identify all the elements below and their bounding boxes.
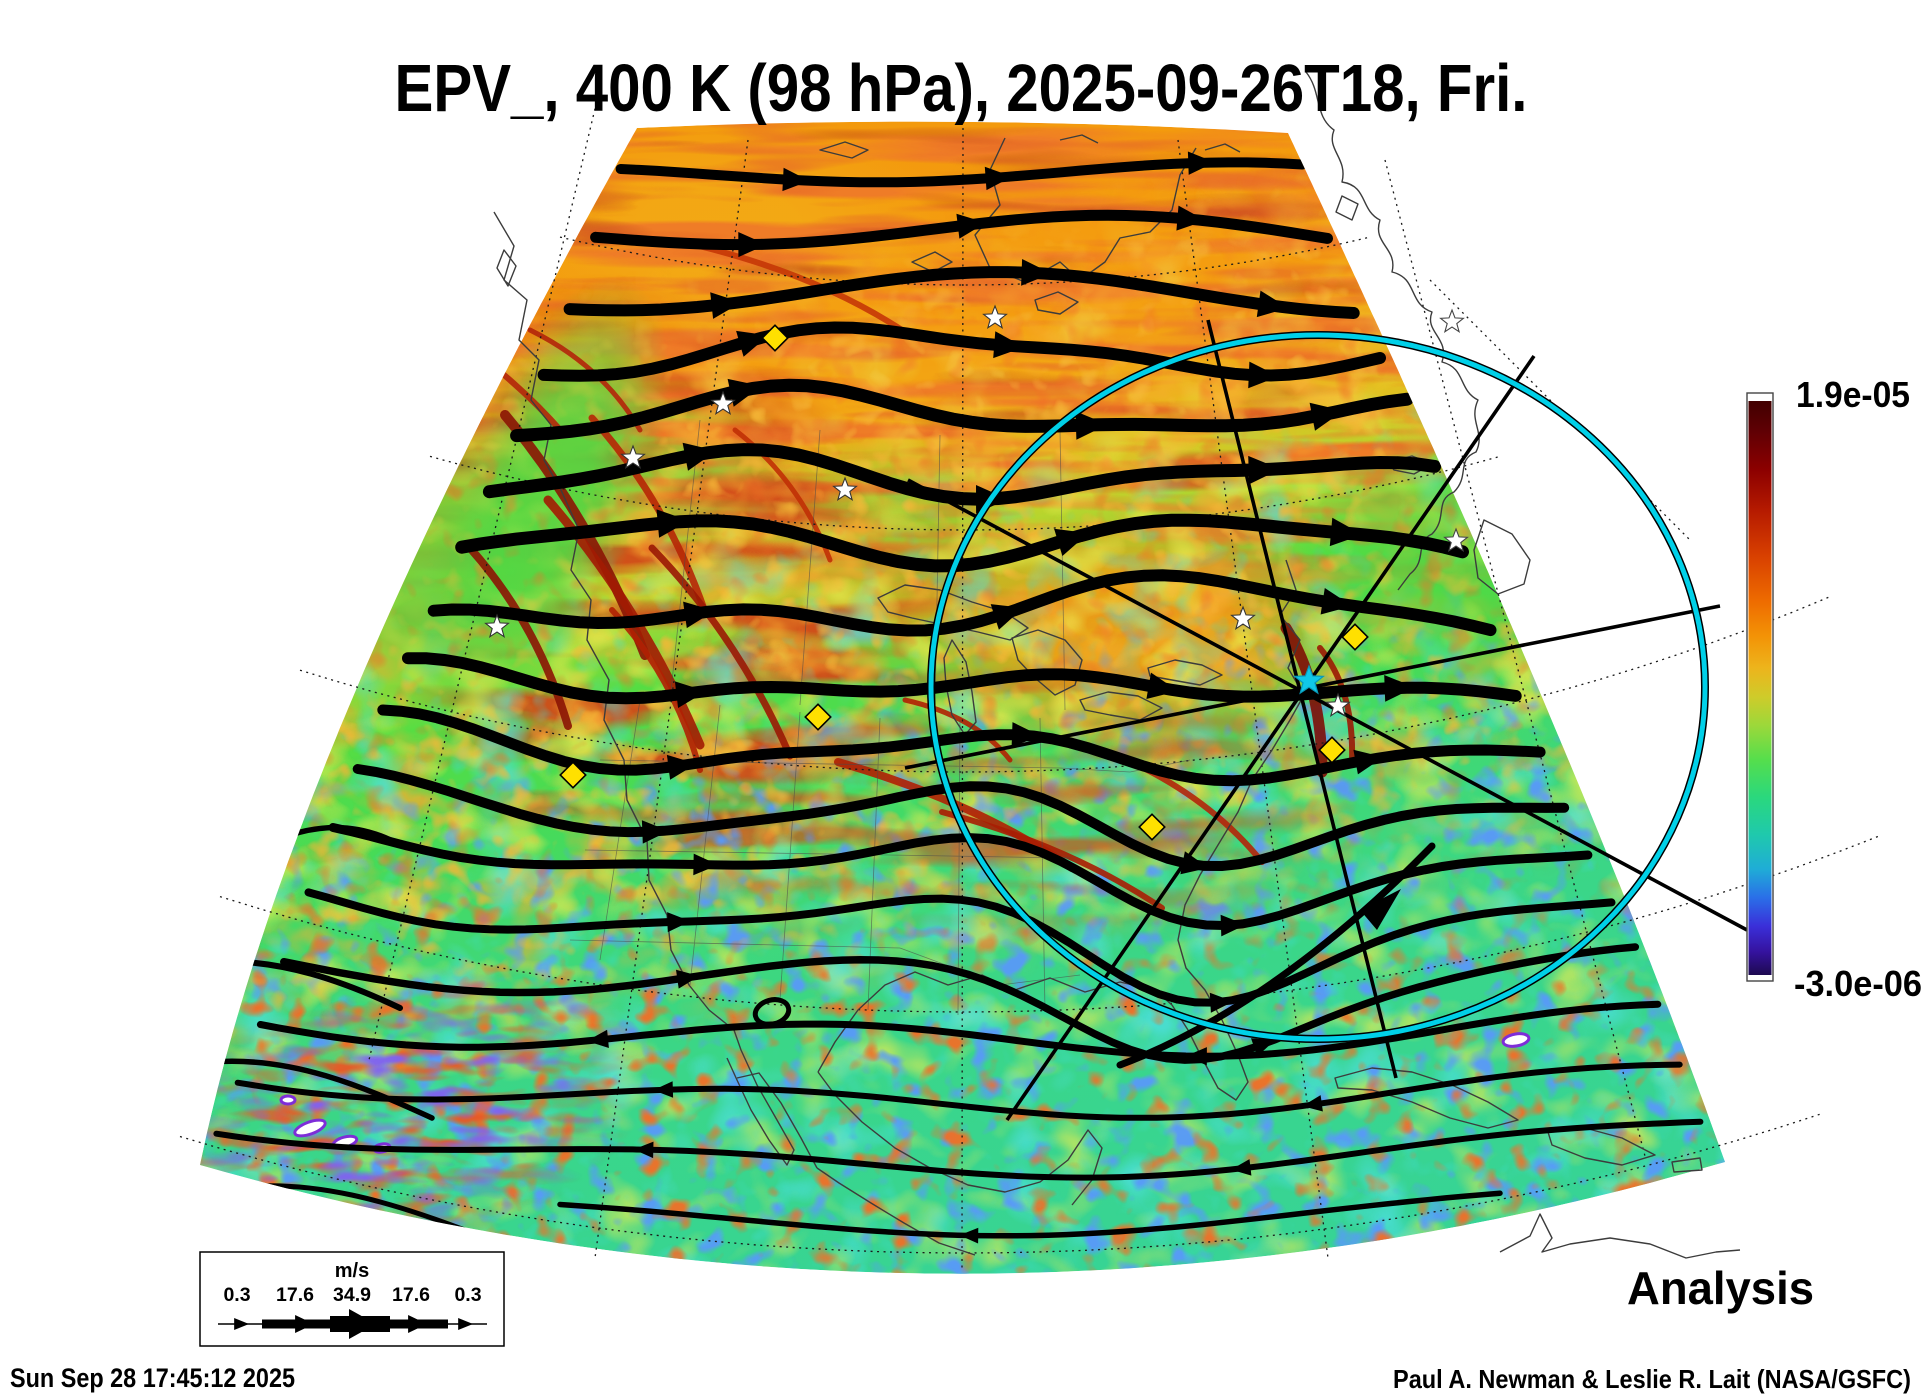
svg-text:-3.0e-06: -3.0e-06 bbox=[1794, 963, 1922, 1004]
svg-text:17.6: 17.6 bbox=[392, 1284, 430, 1306]
svg-text:0.3: 0.3 bbox=[454, 1284, 481, 1306]
svg-text:Analysis: Analysis bbox=[1627, 1262, 1814, 1314]
svg-text:1.9e-05: 1.9e-05 bbox=[1796, 374, 1910, 415]
svg-text:17.6: 17.6 bbox=[276, 1284, 314, 1306]
svg-text:Paul A. Newman & Leslie R. Lai: Paul A. Newman & Leslie R. Lait (NASA/GS… bbox=[1393, 1364, 1911, 1394]
svg-text:34.9: 34.9 bbox=[333, 1284, 371, 1306]
svg-text:Sun Sep 28 17:45:12 2025: Sun Sep 28 17:45:12 2025 bbox=[10, 1363, 295, 1393]
svg-text:0.3: 0.3 bbox=[223, 1284, 250, 1306]
svg-text:m/s: m/s bbox=[335, 1260, 369, 1282]
svg-text:EPV_, 400 K (98 hPa), 2025-09-: EPV_, 400 K (98 hPa), 2025-09-26T18, Fri… bbox=[395, 51, 1528, 126]
